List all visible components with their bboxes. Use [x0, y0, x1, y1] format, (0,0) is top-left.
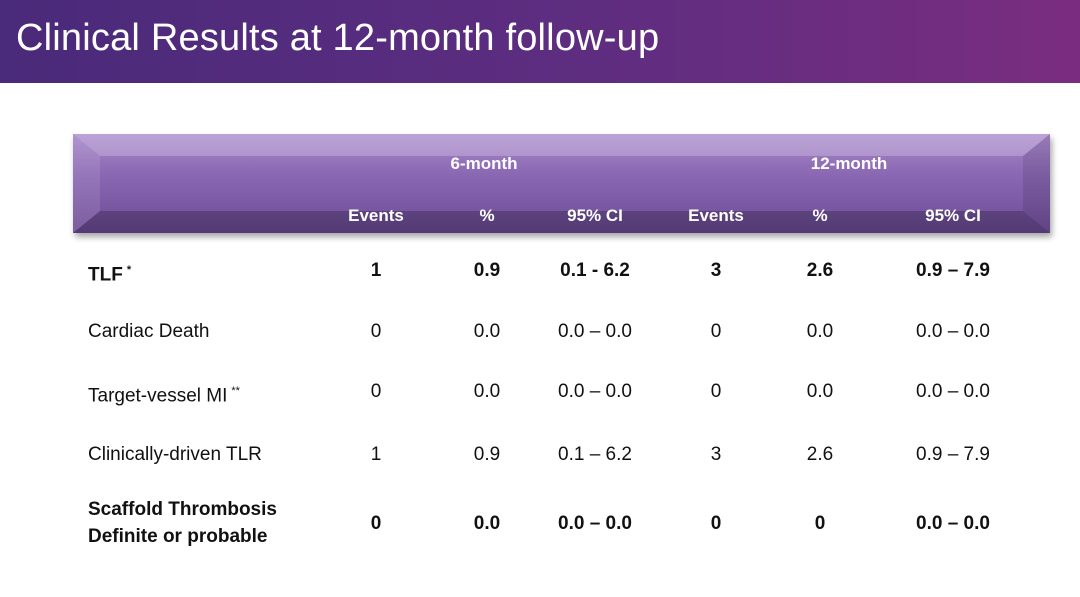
table-cell: 0.0 — [473, 513, 501, 534]
table-cell: 3 — [710, 260, 722, 281]
table-cell: 0.0 — [806, 381, 834, 402]
table-cell: 0.9 – 7.9 — [916, 260, 990, 281]
row-label-text: Cardiac Death — [88, 321, 210, 342]
row-label-text-line2: Definite or probable — [88, 526, 268, 547]
table-cell: 0.0 – 0.0 — [558, 381, 632, 402]
row-label-text: Clinically-driven TLR — [88, 444, 262, 465]
header-bevel — [73, 134, 1050, 233]
table-cell: 0 — [370, 321, 382, 342]
column-header-ci-12m: 95% CI — [925, 206, 981, 225]
table-cell: 0 — [710, 381, 722, 402]
column-header-percent-6m: % — [479, 206, 495, 225]
row-label-scaffold-thrombosis: Scaffold Thrombosis Definite or probable — [88, 496, 277, 550]
table-cell: 0 — [710, 513, 722, 534]
table-cell: 3 — [710, 444, 722, 465]
table-cell: 0 — [814, 513, 826, 534]
table-cell: 0.0 – 0.0 — [916, 513, 990, 534]
row-label-text: Scaffold Thrombosis — [88, 499, 277, 520]
group-header-6-month: 6-month — [450, 154, 518, 173]
row-label-tlf: TLF * — [88, 257, 131, 288]
table-cell: 0 — [710, 321, 722, 342]
table-cell: 0 — [370, 513, 382, 534]
column-header-percent-12m: % — [812, 206, 828, 225]
table-cell: 0.0 — [806, 321, 834, 342]
table-cell: 0.1 - 6.2 — [560, 260, 630, 281]
footnote-mark: ** — [231, 385, 240, 397]
table-cell: 0.0 – 0.0 — [558, 513, 632, 534]
table-cell: 0.0 – 0.0 — [916, 321, 990, 342]
table-header: 6-month 12-month Events % 95% CI Events … — [73, 134, 1050, 233]
row-label-cardiac-death: Cardiac Death — [88, 318, 209, 345]
table-cell: 0.1 – 6.2 — [558, 444, 632, 465]
title-bar: Clinical Results at 12-month follow-up — [0, 0, 1080, 83]
row-label-target-vessel-mi: Target-vessel MI ** — [88, 378, 240, 409]
column-header-events-6m: Events — [348, 206, 404, 225]
table-cell: 0.0 – 0.0 — [916, 381, 990, 402]
row-label-text: Target-vessel MI — [88, 385, 228, 407]
row-label-clinically-driven-tlr: Clinically-driven TLR — [88, 441, 262, 468]
footnote-mark: * — [126, 264, 132, 276]
table-cell: 0.9 — [473, 444, 501, 465]
table-cell: 0.9 — [473, 260, 501, 281]
table-cell: 0.0 – 0.0 — [558, 321, 632, 342]
table-cell: 0.9 – 7.9 — [916, 444, 990, 465]
table-cell: 2.6 — [806, 260, 834, 281]
table-cell: 0 — [370, 381, 382, 402]
table-cell: 2.6 — [806, 444, 834, 465]
slide-title: Clinical Results at 12-month follow-up — [16, 17, 660, 59]
group-header-12-month: 12-month — [810, 154, 888, 173]
table-cell: 1 — [370, 260, 382, 281]
column-header-events-12m: Events — [688, 206, 744, 225]
column-header-ci-6m: 95% CI — [567, 206, 623, 225]
row-label-text: TLF — [88, 264, 123, 286]
table-cell: 0.0 — [473, 381, 501, 402]
table-cell: 1 — [370, 444, 382, 465]
table-cell: 0.0 — [473, 321, 501, 342]
